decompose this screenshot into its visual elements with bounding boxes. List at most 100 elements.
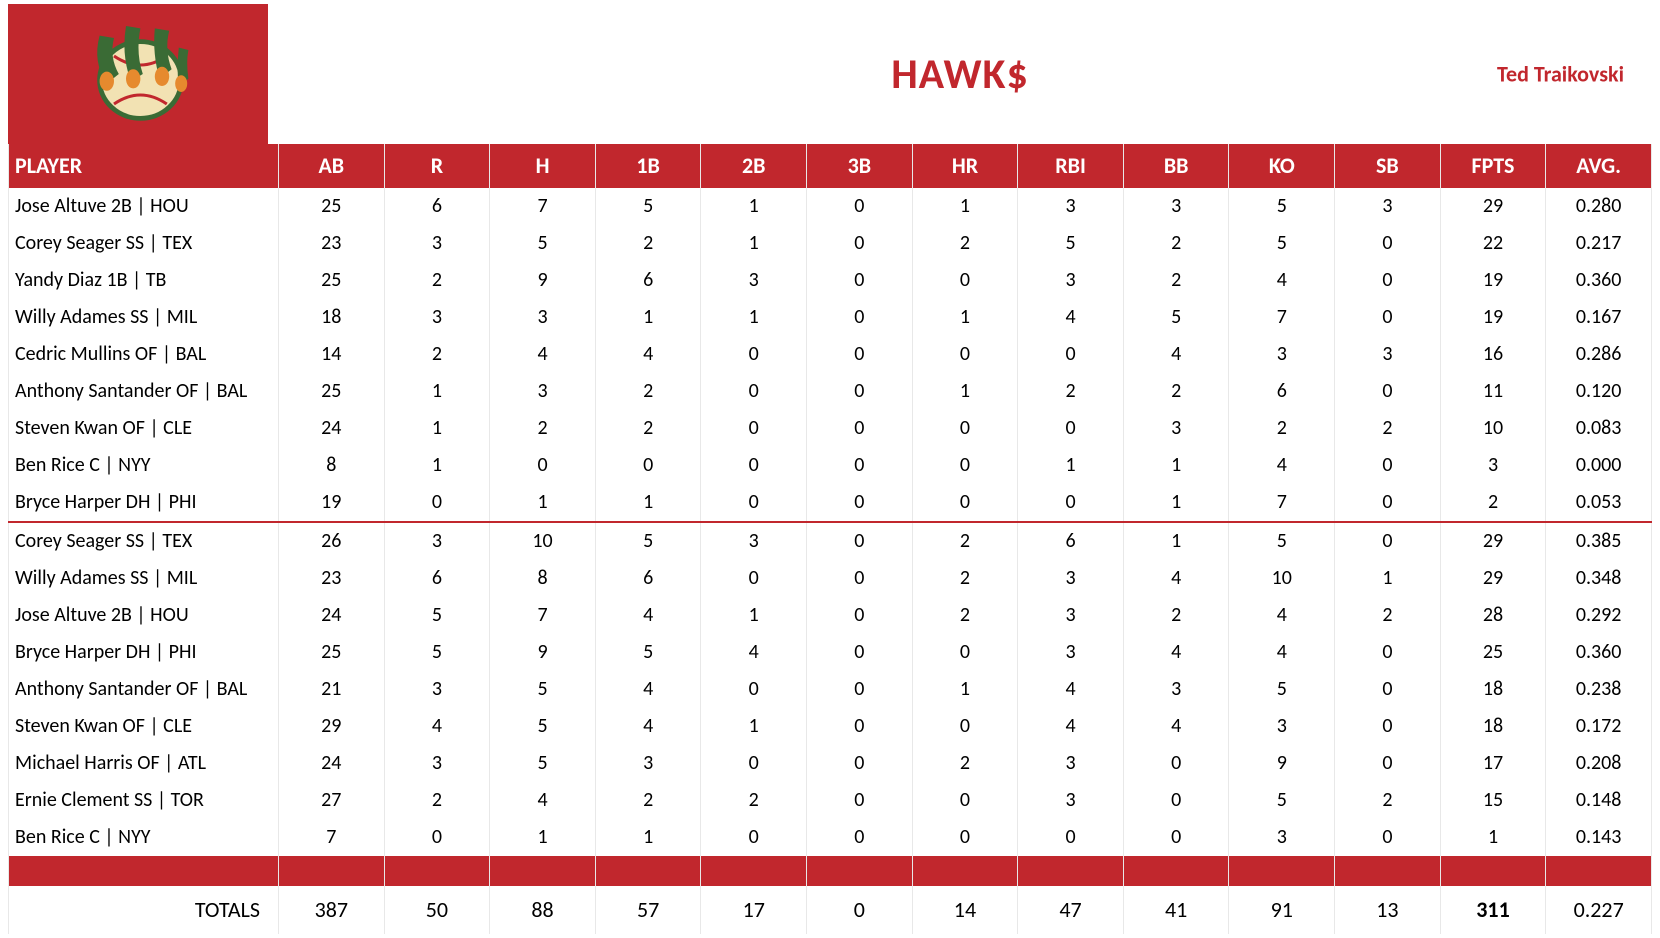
stat-cell: 26 [279, 522, 385, 560]
stat-cell: 5 [595, 522, 701, 560]
stat-cell: 25 [279, 262, 385, 299]
stat-cell: 0.217 [1546, 225, 1652, 262]
player-cell: Anthony Santander OF | BAL [9, 373, 279, 410]
stat-cell: 29 [279, 708, 385, 745]
stat-cell: 3 [1018, 782, 1124, 819]
stat-cell: 0 [912, 410, 1018, 447]
player-cell: Corey Seager SS | TEX [9, 225, 279, 262]
table-row: Bryce Harper DH | PHI19011000017020.053 [9, 484, 1652, 522]
header-row: PLAYERABRH1B2B3BHRRBIBBKOSBFPTSAVG. [9, 144, 1652, 188]
stat-cell: 24 [279, 410, 385, 447]
player-cell: Jose Altuve 2B | HOU [9, 188, 279, 225]
stat-cell: 0 [912, 336, 1018, 373]
stat-cell: 3 [1440, 447, 1546, 484]
stat-cell: 9 [490, 634, 596, 671]
title-area: HAWK$ Ted Traikovski [268, 4, 1652, 144]
stat-cell: 0.292 [1546, 597, 1652, 634]
stat-cell: 0 [1335, 634, 1441, 671]
stat-cell: 2 [1123, 597, 1229, 634]
stat-cell: 25 [279, 634, 385, 671]
player-cell: Anthony Santander OF | BAL [9, 671, 279, 708]
stat-cell: 1 [912, 671, 1018, 708]
totals-cell: 41 [1123, 886, 1229, 934]
stat-cell: 0.000 [1546, 447, 1652, 484]
team-logo [8, 4, 268, 144]
stat-cell: 6 [1229, 373, 1335, 410]
totals-cell: 311 [1440, 886, 1546, 934]
stat-cell: 15 [1440, 782, 1546, 819]
stat-cell: 5 [1123, 299, 1229, 336]
stat-cell: 4 [384, 708, 490, 745]
stat-cell: 0 [807, 188, 913, 225]
stat-cell: 0 [1335, 225, 1441, 262]
stat-cell: 5 [1229, 188, 1335, 225]
totals-cell: 14 [912, 886, 1018, 934]
stat-cell: 0 [807, 299, 913, 336]
stat-cell: 1 [595, 819, 701, 856]
stat-cell: 2 [384, 336, 490, 373]
stat-cell: 5 [384, 634, 490, 671]
stat-cell: 19 [1440, 299, 1546, 336]
table-row: Steven Kwan OF | CLE294541004430180.172 [9, 708, 1652, 745]
stat-cell: 0 [1123, 819, 1229, 856]
stat-cell: 18 [1440, 708, 1546, 745]
stat-cell: 0 [490, 447, 596, 484]
stat-cell: 0.172 [1546, 708, 1652, 745]
stat-cell: 19 [279, 484, 385, 522]
col-avg: AVG. [1546, 144, 1652, 188]
player-cell: Steven Kwan OF | CLE [9, 410, 279, 447]
stat-cell: 2 [1123, 373, 1229, 410]
player-cell: Corey Seager SS | TEX [9, 522, 279, 560]
stat-cell: 3 [1018, 188, 1124, 225]
col-2b: 2B [701, 144, 807, 188]
stat-cell: 1 [1123, 447, 1229, 484]
stat-cell: 0 [1018, 484, 1124, 522]
table-row: Cedric Mullins OF | BAL142440000433160.2… [9, 336, 1652, 373]
player-cell: Yandy Diaz 1B | TB [9, 262, 279, 299]
stat-cell: 6 [595, 560, 701, 597]
stat-cell: 0 [1335, 819, 1441, 856]
claw-baseball-icon [58, 14, 218, 134]
stat-cell: 14 [279, 336, 385, 373]
stat-cell: 29 [1440, 560, 1546, 597]
stat-cell: 0 [807, 671, 913, 708]
divider-band [9, 856, 1652, 886]
stat-cell: 2 [1123, 262, 1229, 299]
stat-cell: 18 [279, 299, 385, 336]
player-cell: Bryce Harper DH | PHI [9, 634, 279, 671]
stat-cell: 0 [807, 225, 913, 262]
totals-cell: 47 [1018, 886, 1124, 934]
stat-cell: 1 [595, 299, 701, 336]
stat-cell: 2 [595, 373, 701, 410]
stat-cell: 29 [1440, 522, 1546, 560]
stat-cell: 1 [384, 373, 490, 410]
stat-cell: 0 [1335, 484, 1441, 522]
stat-cell: 0 [1335, 262, 1441, 299]
stat-cell: 1 [490, 484, 596, 522]
stat-cell: 1 [1123, 484, 1229, 522]
stat-cell: 0 [807, 373, 913, 410]
stat-cell: 2 [1335, 782, 1441, 819]
stat-cell: 0.286 [1546, 336, 1652, 373]
player-cell: Bryce Harper DH | PHI [9, 484, 279, 522]
stat-cell: 3 [595, 745, 701, 782]
stat-cell: 0 [1335, 299, 1441, 336]
stat-cell: 3 [701, 522, 807, 560]
totals-cell: 17 [701, 886, 807, 934]
stat-cell: 3 [1123, 410, 1229, 447]
stat-cell: 29 [1440, 188, 1546, 225]
stat-cell: 0 [701, 819, 807, 856]
stat-cell: 0 [701, 447, 807, 484]
stat-cell: 0.053 [1546, 484, 1652, 522]
stat-cell: 5 [1229, 671, 1335, 708]
stat-cell: 25 [279, 188, 385, 225]
stat-cell: 2 [490, 410, 596, 447]
stat-cell: 0 [807, 262, 913, 299]
stat-cell: 4 [1229, 447, 1335, 484]
col-bb: BB [1123, 144, 1229, 188]
stat-cell: 5 [490, 745, 596, 782]
stat-cell: 2 [1229, 410, 1335, 447]
owner-name: Ted Traikovski [1497, 61, 1624, 88]
stat-cell: 3 [1018, 262, 1124, 299]
stat-cell: 24 [279, 597, 385, 634]
